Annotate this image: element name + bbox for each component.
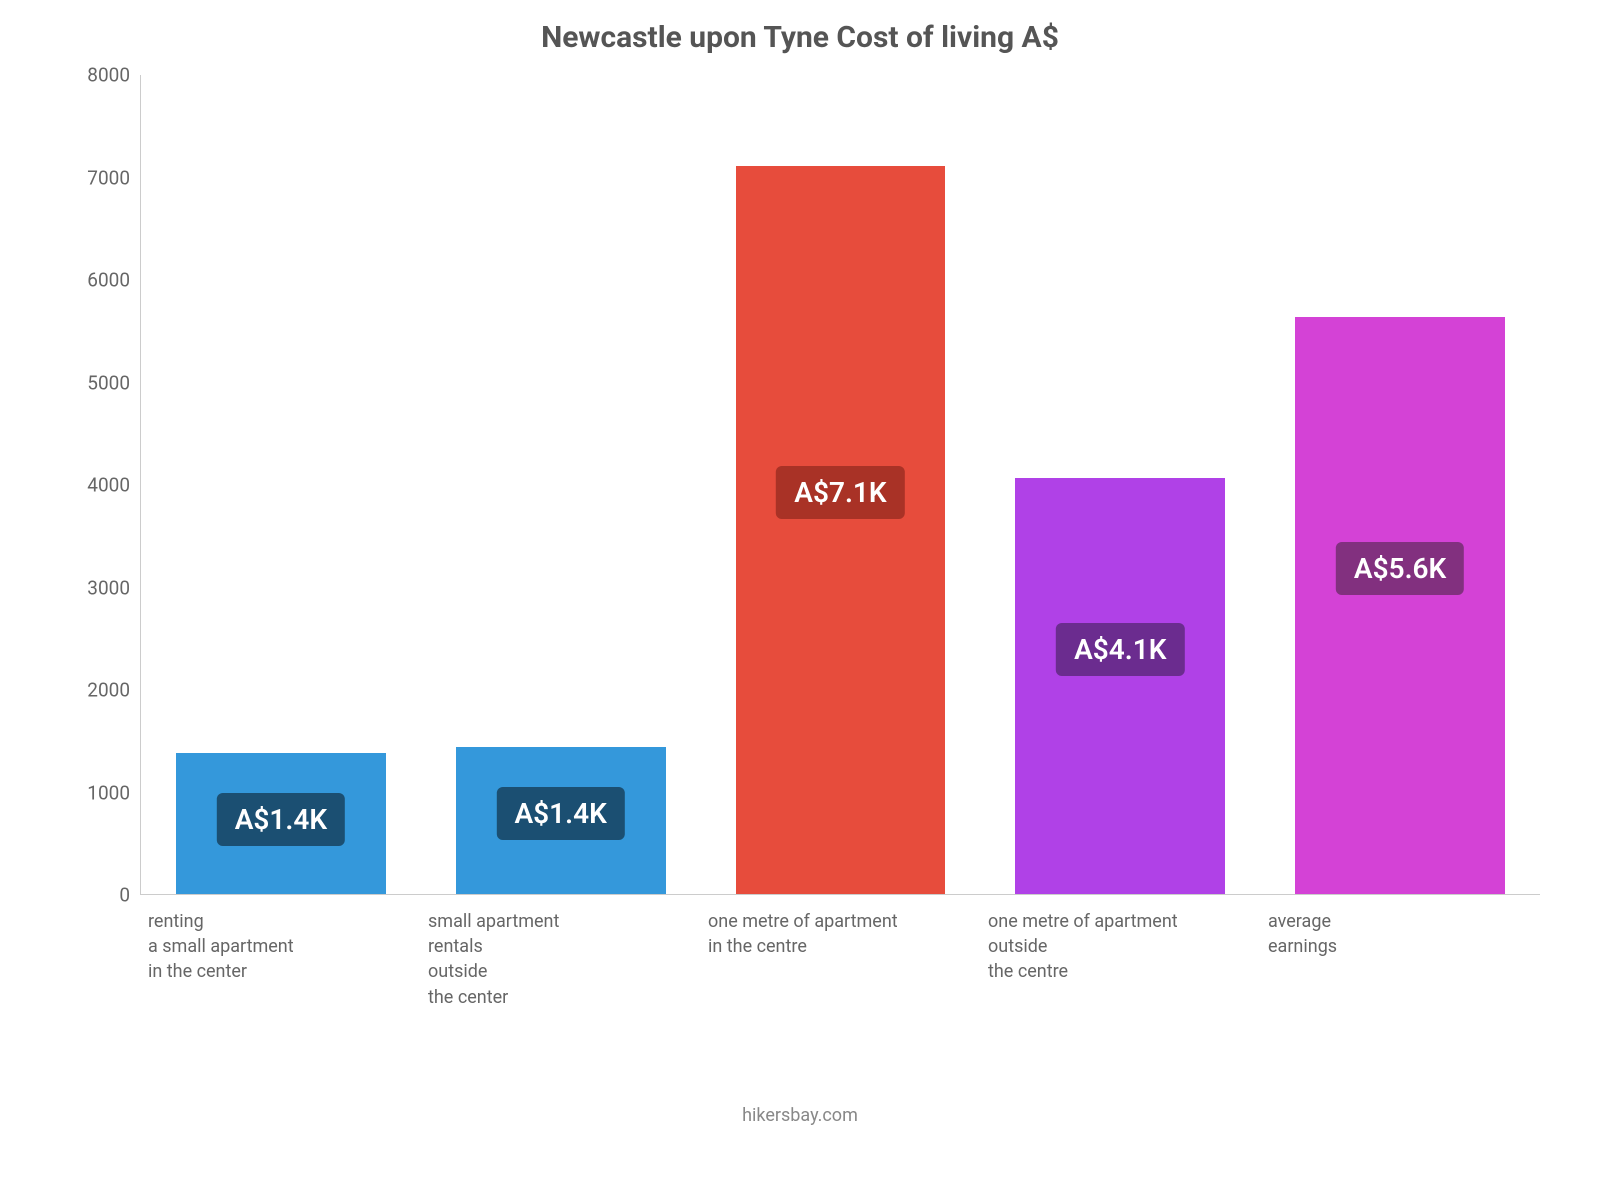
y-tick-label: 5000 — [87, 371, 130, 394]
x-axis-label: average earnings — [1260, 895, 1540, 1010]
bars-row: A$1.4K A$1.4K A$7.1K A$4.1K A$5.6K — [141, 75, 1540, 894]
value-badge: A$4.1K — [1056, 623, 1184, 676]
y-tick-label: 1000 — [87, 781, 130, 804]
y-axis: 010002000300040005000600070008000 — [60, 75, 140, 895]
bar-slot: A$1.4K — [421, 75, 701, 894]
bar-slot: A$7.1K — [701, 75, 981, 894]
x-axis-label: renting a small apartment in the center — [140, 895, 420, 1010]
bar: A$1.4K — [176, 753, 386, 894]
y-tick-label: 7000 — [87, 166, 130, 189]
value-badge: A$1.4K — [496, 787, 624, 840]
chart-title: Newcastle upon Tyne Cost of living A$ — [60, 20, 1540, 55]
x-axis-label: one metre of apartment outside the centr… — [980, 895, 1260, 1010]
bar-slot: A$4.1K — [980, 75, 1260, 894]
chart-plot: 010002000300040005000600070008000 A$1.4K… — [60, 75, 1540, 1075]
y-tick-label: 2000 — [87, 679, 130, 702]
y-tick-label: 6000 — [87, 269, 130, 292]
attribution-text: hikersbay.com — [60, 1105, 1540, 1126]
y-tick-label: 0 — [119, 884, 130, 907]
y-tick-label: 3000 — [87, 576, 130, 599]
x-axis-label: small apartment rentals outside the cent… — [420, 895, 700, 1010]
bar: A$4.1K — [1015, 478, 1225, 894]
value-badge: A$5.6K — [1336, 542, 1464, 595]
bar: A$7.1K — [736, 166, 946, 894]
bar: A$1.4K — [456, 747, 666, 894]
x-axis-label: one metre of apartment in the centre — [700, 895, 980, 1010]
bar-slot: A$1.4K — [141, 75, 421, 894]
y-tick-label: 8000 — [87, 64, 130, 87]
value-badge: A$7.1K — [776, 466, 904, 519]
bar-slot: A$5.6K — [1260, 75, 1540, 894]
chart-container: Newcastle upon Tyne Cost of living A$ 0 1… — [0, 0, 1600, 1200]
value-badge: A$1.4K — [217, 793, 345, 846]
y-tick-label: 4000 — [87, 474, 130, 497]
plot-area: A$1.4K A$1.4K A$7.1K A$4.1K A$5.6K — [140, 75, 1540, 895]
x-axis-labels: renting a small apartment in the centers… — [140, 895, 1540, 1010]
bar: A$5.6K — [1295, 317, 1505, 894]
